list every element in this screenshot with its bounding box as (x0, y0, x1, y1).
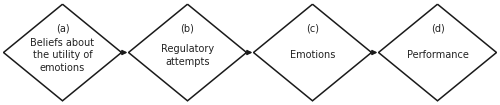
Text: Emotions: Emotions (290, 50, 335, 60)
Text: (d): (d) (430, 23, 444, 33)
Polygon shape (378, 4, 496, 101)
Polygon shape (254, 4, 372, 101)
Text: Performance: Performance (406, 50, 469, 60)
Text: Beliefs about
the utility of
emotions: Beliefs about the utility of emotions (30, 38, 94, 73)
Polygon shape (4, 4, 122, 101)
Text: (b): (b) (180, 23, 194, 33)
Polygon shape (128, 4, 246, 101)
Text: Regulatory
attempts: Regulatory attempts (161, 44, 214, 67)
Text: (c): (c) (306, 23, 319, 33)
Text: (a): (a) (56, 23, 70, 33)
